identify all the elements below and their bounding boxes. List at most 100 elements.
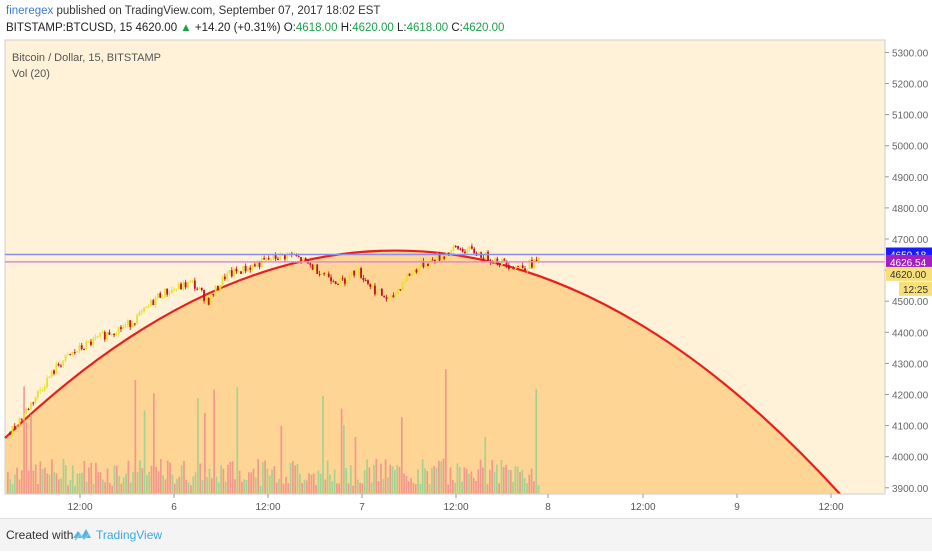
volume-bar [440, 461, 443, 494]
candle-body [57, 364, 60, 366]
candle-body [168, 293, 171, 295]
y-tick-label: 5200.00 [892, 80, 929, 91]
volume-bar [134, 380, 137, 494]
volume-bar [250, 472, 253, 494]
volume-bar [331, 481, 334, 494]
candle-body [265, 258, 268, 260]
volume-bar [491, 460, 494, 494]
candle-body [258, 262, 261, 268]
volume-bar [203, 412, 206, 494]
volume-bar [229, 461, 232, 494]
volume-bar [275, 482, 278, 494]
tradingview-brand[interactable]: TradingView [96, 528, 163, 542]
candle-body [9, 431, 12, 435]
candle-body [267, 258, 270, 260]
y-tick-label: 5000.00 [892, 142, 929, 153]
volume-bar [405, 475, 408, 494]
candle-body [519, 265, 522, 267]
candle-body [491, 262, 494, 264]
candle-body [62, 360, 65, 366]
volume-bar [396, 464, 399, 494]
candle-body [466, 249, 469, 254]
candle-body [11, 426, 14, 435]
candle-body [323, 273, 326, 275]
candle-body [304, 258, 307, 260]
candle-body [376, 290, 379, 295]
x-tick-label: 12:00 [255, 502, 280, 513]
candle-body [228, 270, 231, 274]
volume-bar [298, 473, 301, 494]
candle-body [131, 323, 134, 328]
volume-bar [419, 483, 422, 494]
volume-bar [403, 473, 405, 494]
candle-body [364, 280, 367, 282]
candle-body [355, 274, 358, 276]
candle-body [143, 307, 145, 312]
volume-bar [224, 482, 227, 494]
candle-body [457, 246, 459, 249]
volume-bar [421, 459, 424, 494]
candle-body [217, 285, 219, 291]
volume-bar [271, 469, 273, 494]
volume-bar [482, 467, 484, 494]
y-tick-label: 4400.00 [892, 328, 929, 339]
candle-body [385, 297, 388, 300]
candle-body [422, 260, 425, 267]
candle-body [401, 282, 404, 290]
candle-body [13, 426, 16, 428]
candle-body [92, 338, 95, 345]
volume-bar [16, 467, 18, 494]
volume-bar [39, 461, 42, 494]
volume-bar [322, 395, 324, 494]
candle-body [133, 323, 136, 325]
volume-bar [289, 463, 292, 494]
volume-bar [259, 485, 262, 494]
y-tick-label: 4800.00 [892, 204, 929, 215]
candle-body [353, 270, 356, 276]
y-tick-label: 4900.00 [892, 173, 929, 184]
volume-bar [74, 485, 76, 494]
volume-bar [83, 460, 86, 494]
candle-body [210, 294, 212, 305]
candle-body [408, 273, 411, 276]
volume-bar [238, 470, 241, 494]
candle-body [535, 259, 538, 261]
candle-body [223, 276, 226, 280]
volume-bar [248, 472, 250, 494]
volume-bar [336, 483, 338, 494]
volume-bar [375, 458, 378, 494]
countdown-tag-bg [899, 281, 932, 296]
candle-body [533, 259, 536, 268]
candle-body [346, 280, 349, 284]
candle-body [94, 336, 97, 339]
candle-body [348, 274, 351, 281]
volume-bar [20, 470, 23, 494]
candle-body [330, 277, 332, 282]
volume-bar [162, 475, 164, 494]
volume-bar [99, 472, 102, 494]
candle-body [115, 334, 118, 336]
author-link[interactable]: fineregex [6, 5, 54, 17]
volume-bar [505, 464, 507, 494]
tradingview-logo-icon[interactable] [72, 526, 92, 547]
volume-bar [53, 472, 56, 494]
volume-bar [266, 468, 269, 494]
volume-bar [461, 481, 463, 494]
volume-bar [387, 477, 389, 494]
volume-bar [155, 467, 158, 494]
candle-body [473, 248, 476, 254]
volume-bar [463, 467, 466, 494]
volume-bar [301, 483, 304, 494]
volume-bar [535, 388, 538, 494]
volume-bar [472, 477, 475, 494]
candle-body [85, 341, 88, 350]
candle-body [32, 402, 35, 404]
candle-body [78, 345, 81, 352]
x-tick-label: 12:00 [67, 502, 92, 513]
candle-body [297, 256, 300, 258]
candle-body [404, 281, 406, 283]
candle-body [16, 426, 19, 428]
candle-body [110, 333, 113, 335]
